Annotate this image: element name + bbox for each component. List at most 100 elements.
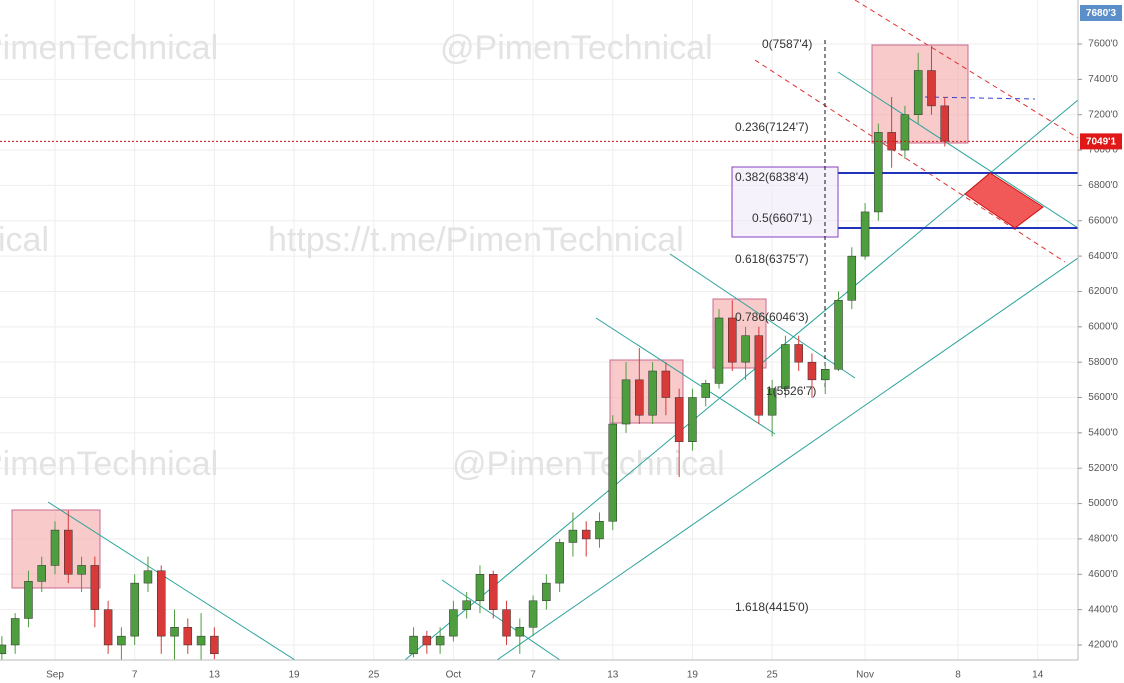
- x-tick-label: 8: [955, 670, 961, 681]
- candle-body: [0, 644, 7, 655]
- fib-label: 0.382(6838'4): [735, 170, 809, 184]
- candle-body: [37, 565, 46, 582]
- candle-body: [77, 565, 86, 575]
- y-tick-label: 7400'0: [1088, 74, 1118, 85]
- candle-body: [488, 574, 498, 610]
- trend-line: [669, 253, 856, 379]
- trend-line: [441, 579, 561, 660]
- candle-body: [794, 344, 803, 363]
- x-tick-label: 14: [1032, 670, 1044, 681]
- candles: [0, 45, 950, 660]
- trend-line: [837, 71, 1078, 229]
- candle-body: [714, 317, 724, 384]
- x-tick-label: Oct: [446, 670, 462, 681]
- candle-body: [860, 211, 870, 257]
- dashed-line: [924, 96, 1036, 100]
- candle-body: [143, 570, 153, 584]
- candle-body: [50, 529, 60, 566]
- y-tick-label: 6400'0: [1088, 251, 1118, 262]
- candle-body: [117, 635, 126, 646]
- candle-body: [754, 335, 764, 416]
- watermark: https://t.me/PimenTechnical: [268, 221, 684, 259]
- y-tick-label: 7200'0: [1088, 109, 1118, 120]
- fib-label: 0.618(6375'7): [735, 252, 809, 266]
- candle-body: [196, 635, 206, 646]
- x-tick-label: 19: [687, 670, 699, 681]
- candle-body: [608, 423, 618, 522]
- y-tick-label: 5200'0: [1088, 463, 1118, 474]
- candle-body: [674, 397, 684, 442]
- x-tick-label: 7: [132, 670, 138, 681]
- candle-body: [701, 383, 710, 398]
- candle-body: [728, 317, 737, 363]
- candle-body: [130, 582, 139, 637]
- y-tick-label: 5600'0: [1088, 392, 1118, 403]
- y-tick-label: 7600'0: [1088, 39, 1118, 50]
- watermark: @PimenTechnical: [440, 29, 713, 67]
- last-price-tag: [1080, 133, 1122, 150]
- fib-label: 1.618(4415'0): [735, 600, 809, 614]
- candle-body: [621, 379, 631, 425]
- candle-body: [435, 635, 445, 646]
- watermark: ical: [0, 221, 49, 259]
- last-price-label: 7049'1: [1086, 137, 1117, 148]
- candle-body: [422, 635, 432, 646]
- candle-body: [103, 609, 113, 646]
- candle-body: [847, 255, 857, 301]
- candle-body: [555, 542, 564, 584]
- x-tick-label: Nov: [856, 670, 874, 681]
- candle-body: [820, 368, 830, 381]
- top-price-tag: [1080, 5, 1122, 21]
- axes: 4200'0 4400'0 4600'0 4800'0 5000'0 5200'0 5400…: [46, 39, 1118, 681]
- candle-body: [542, 582, 551, 602]
- candle-body: [807, 361, 817, 381]
- fib-label: 1(5526'7): [766, 384, 816, 398]
- candle-body: [568, 529, 578, 543]
- trend-line: [496, 257, 1078, 660]
- candle-body: [90, 565, 100, 610]
- candle-body: [462, 600, 471, 610]
- candle-body: [900, 114, 910, 151]
- candle-body: [170, 627, 179, 637]
- x-tick-label: Sep: [46, 670, 64, 681]
- candle-body: [595, 520, 604, 540]
- dashed-line: [854, 0, 1078, 139]
- trend-line: [47, 501, 296, 660]
- candle-body: [688, 397, 697, 442]
- candle-body: [661, 370, 671, 398]
- candle-body: [10, 618, 20, 646]
- candle-body: [210, 635, 219, 655]
- y-tick-label: 6000'0: [1088, 321, 1118, 332]
- fib-labels: 0(7587'4) 0.236(7124'7) 0.382(6838'4) 0.…: [735, 37, 816, 614]
- candle-body: [502, 609, 511, 637]
- fib-label: 0.5(6607'1): [752, 211, 812, 225]
- y-tick-label: 4400'0: [1088, 604, 1118, 615]
- candle-body: [741, 335, 750, 363]
- x-tick-label: 13: [209, 670, 221, 681]
- candle-body: [940, 105, 950, 142]
- candle-body: [874, 132, 883, 213]
- fib-box: [731, 166, 839, 238]
- grid: [0, 0, 1078, 660]
- candle-body: [781, 344, 790, 389]
- candle-body: [183, 627, 193, 646]
- candle-body: [515, 627, 525, 637]
- fib-label: 0(7587'4): [762, 37, 812, 51]
- candle-body: [449, 609, 458, 637]
- fib-label: 0.786(6046'3): [735, 310, 809, 324]
- y-tick-label: 4600'0: [1088, 569, 1118, 580]
- candle-body: [409, 635, 418, 655]
- y-tick-label: 7000'0: [1088, 145, 1118, 156]
- y-tick-label: 4800'0: [1088, 534, 1118, 545]
- candle-body: [635, 379, 644, 416]
- candle-body: [156, 570, 166, 637]
- x-tick-label: 25: [368, 670, 380, 681]
- candle-body: [767, 388, 777, 416]
- watermark: @PimenTechnical: [452, 445, 725, 483]
- target-zone: [964, 172, 1044, 229]
- y-tick-label: 5800'0: [1088, 357, 1118, 368]
- fib-label: 0.236(7124'7): [735, 120, 809, 134]
- trend-line: [595, 317, 776, 435]
- watermark: PimenTechnical: [0, 445, 218, 483]
